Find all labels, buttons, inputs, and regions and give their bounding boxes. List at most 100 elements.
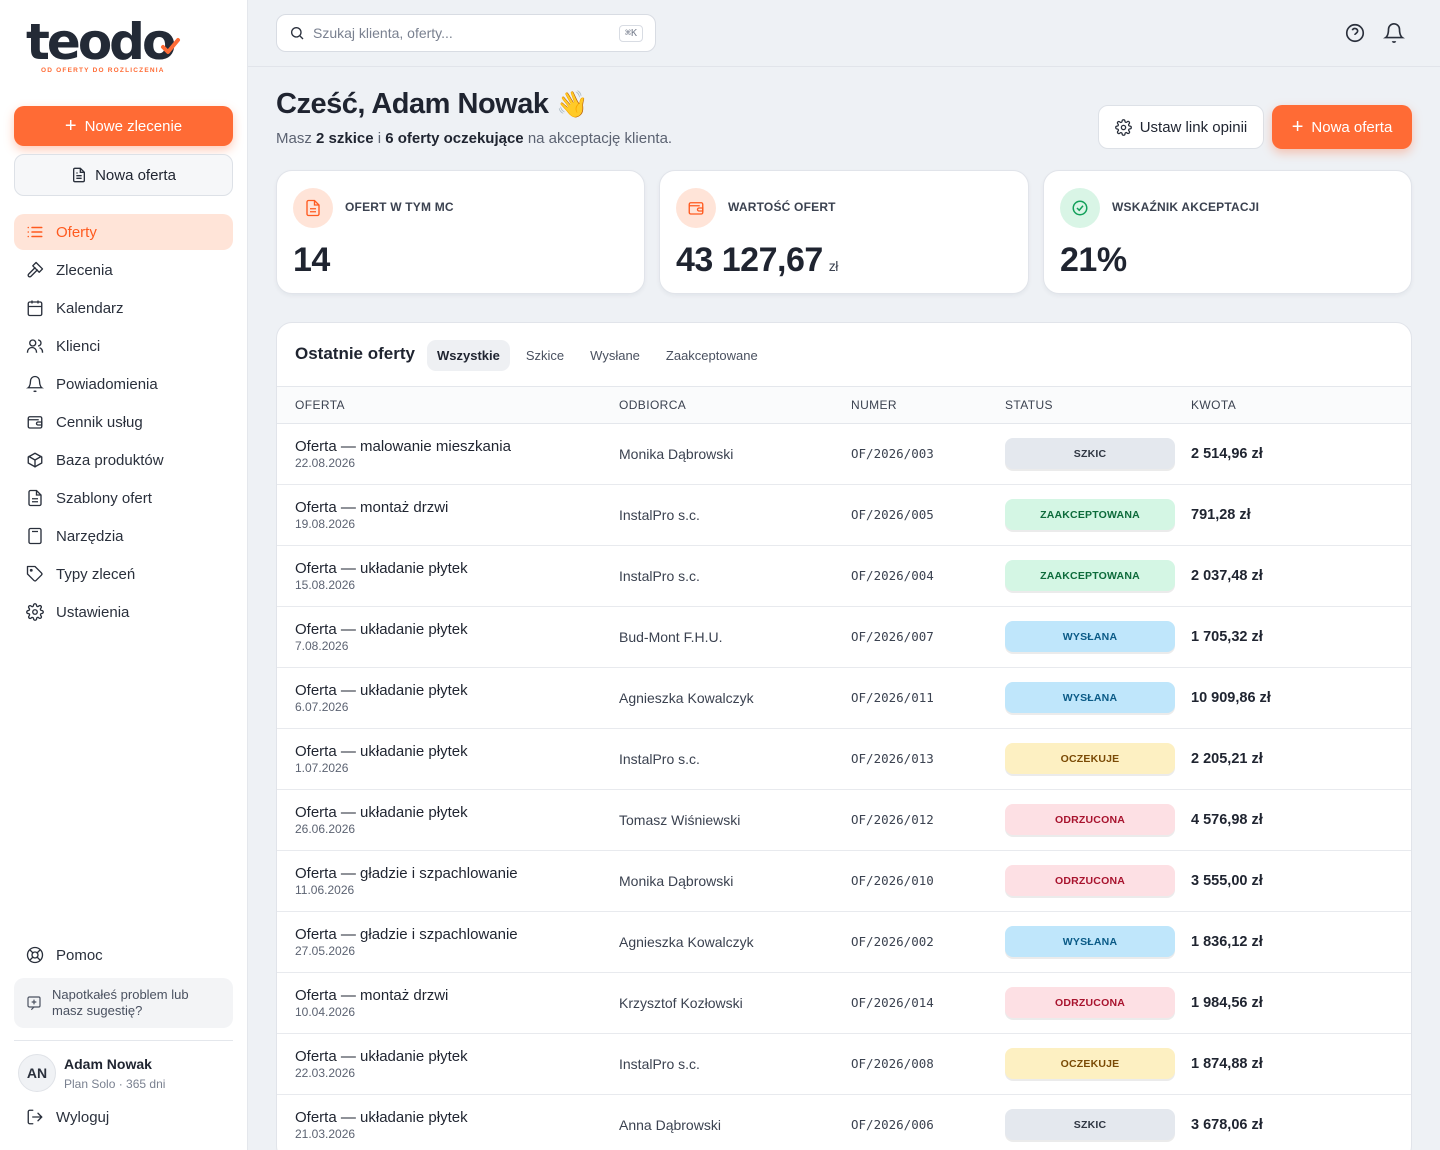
sidebar-nav: Oferty Zlecenia Kalendarz Klienci Powiad… (14, 214, 233, 632)
search-icon (291, 27, 304, 40)
sidebar-item-zlecenia[interactable]: Zlecenia (14, 252, 233, 288)
column-header-offer[interactable]: OFERTA (295, 398, 345, 412)
table-row[interactable]: Oferta — gładzie i szpachlowanie 11.06.20… (277, 851, 1411, 912)
feedback-button[interactable]: Napotkałeś problem lub masz sugestię? (14, 978, 233, 1028)
logo-tagline: OD OFERTY DO ROZLICZENIA (41, 67, 165, 74)
offer-title[interactable]: Oferta — gładzie i szpachlowanie (295, 865, 518, 882)
offer-amount: 2 514,96 zł (1191, 446, 1263, 462)
table-row[interactable]: Oferta — malowanie mieszkania 22.08.2026 M… (277, 424, 1411, 485)
offer-title[interactable]: Oferta — układanie płytek (295, 743, 468, 760)
bell-icon (26, 375, 44, 393)
offer-title[interactable]: Oferta — montaż drzwi (295, 499, 449, 516)
search-input[interactable] (313, 25, 611, 41)
page-title: Cześć, Adam Nowak 👋 (276, 88, 588, 121)
offer-title[interactable]: Oferta — układanie płytek (295, 804, 468, 821)
logout-link[interactable]: Wyloguj (26, 1108, 109, 1126)
offer-number: OF/2026/004 (851, 568, 934, 583)
sidebar-item-typy-zlecen[interactable]: Typy zleceń (14, 556, 233, 592)
table-row[interactable]: Oferta — układanie płytek 22.03.2026 Insta… (277, 1034, 1411, 1095)
new-offer-button[interactable]: + Nowa oferta (1272, 105, 1412, 149)
table-row[interactable]: Oferta — gładzie i szpachlowanie 27.05.20… (277, 912, 1411, 973)
offer-recipient: InstalPro s.c. (619, 1056, 700, 1072)
tab-accepted[interactable]: Zaakceptowane (665, 348, 758, 363)
status-badge: SZKIC (1005, 1109, 1175, 1140)
tab-all[interactable]: Wszystkie (427, 340, 510, 371)
offer-recipient: InstalPro s.c. (619, 507, 700, 523)
offer-amount: 1 984,56 zł (1191, 995, 1263, 1011)
table-row[interactable]: Oferta — układanie płytek 21.03.2026 Anna … (277, 1095, 1411, 1150)
table-row[interactable]: Oferta — układanie płytek 6.07.2026 Agnies… (277, 668, 1411, 729)
sidebar-item-label: Cennik usług (56, 413, 143, 431)
table-row[interactable]: Oferta — układanie płytek 1.07.2026 Instal… (277, 729, 1411, 790)
table-row[interactable]: Oferta — układanie płytek 26.06.2026 Tomas… (277, 790, 1411, 851)
calculator-icon (28, 527, 42, 545)
table-row[interactable]: Oferta — montaż drzwi 10.04.2026 Krzysztof… (277, 973, 1411, 1034)
user-plan: Plan Solo · 365 dni (64, 1077, 166, 1091)
offer-title[interactable]: Oferta — układanie płytek (295, 560, 468, 577)
document-icon (73, 167, 86, 183)
sidebar-item-cennik-uslug[interactable]: Cennik usług (14, 404, 233, 440)
tab-drafts[interactable]: Szkice (525, 348, 565, 363)
new-order-button[interactable]: + Nowe zlecenie (14, 106, 233, 146)
offer-amount: 2 037,48 zł (1191, 568, 1263, 584)
sidebar-item-ustawienia[interactable]: Ustawienia (14, 594, 233, 630)
sidebar-item-szablony-ofert[interactable]: Szablony ofert (14, 480, 233, 516)
tab-sent[interactable]: Wysłane (590, 348, 640, 363)
calendar-icon (27, 300, 43, 317)
subtitle-prefix: Masz (276, 130, 312, 147)
column-header-status[interactable]: STATUS (1005, 398, 1053, 412)
sidebar-item-klienci[interactable]: Klienci (14, 328, 233, 364)
stat-label: WARTOŚĆ OFERT (728, 200, 836, 214)
sidebar-item-baza-produktow[interactable]: Baza produktów (14, 442, 233, 478)
plus-icon: + (64, 115, 77, 137)
offer-title[interactable]: Oferta — układanie płytek (295, 682, 468, 699)
offer-title[interactable]: Oferta — malowanie mieszkania (295, 438, 511, 455)
new-offer-sidebar-button[interactable]: Nowa oferta (14, 154, 233, 196)
review-link-button[interactable]: Ustaw link opinii (1098, 105, 1264, 149)
sidebar-item-powiadomienia[interactable]: Powiadomienia (14, 366, 233, 402)
offer-recipient: InstalPro s.c. (619, 751, 700, 767)
column-header-recipient[interactable]: ODBIORCA (619, 398, 687, 412)
offer-number: OF/2026/012 (851, 812, 934, 827)
offer-recipient: Anna Dąbrowski (619, 1117, 721, 1133)
new-order-label: Nowe zlecenie (84, 117, 183, 135)
status-badge: OCZEKUJE (1005, 1048, 1175, 1079)
logo-check-icon (161, 38, 180, 54)
sidebar-item-label: Kalendarz (56, 299, 124, 317)
wave-emoji: 👋 (556, 89, 588, 119)
offer-title[interactable]: Oferta — montaż drzwi (295, 987, 449, 1004)
offer-title[interactable]: Oferta — układanie płytek (295, 1048, 468, 1065)
drafts-count: 2 szkice (316, 130, 374, 147)
sidebar-item-oferty[interactable]: Oferty (14, 214, 233, 250)
offer-date: 6.07.2026 (295, 700, 349, 714)
column-header-amount[interactable]: KWOTA (1191, 398, 1237, 412)
table-row[interactable]: Oferta — układanie płytek 7.08.2026 Bud-Mo… (277, 607, 1411, 668)
new-offer-label: Nowa oferta (1311, 118, 1393, 136)
help-link[interactable]: Pomoc (26, 946, 103, 964)
search-box[interactable]: ⌘K (276, 14, 656, 52)
sidebar-item-kalendarz[interactable]: Kalendarz (14, 290, 233, 326)
offer-title[interactable]: Oferta — układanie płytek (295, 621, 468, 638)
topbar: ⌘K (248, 0, 1440, 67)
offer-amount: 791,28 zł (1191, 507, 1251, 523)
offer-title[interactable]: Oferta — układanie płytek (295, 1109, 468, 1126)
offer-date: 15.08.2026 (295, 578, 356, 592)
offer-date: 22.08.2026 (295, 456, 356, 470)
column-header-number[interactable]: NUMER (851, 398, 897, 412)
feedback-label: Napotkałeś problem lub masz sugestię? (52, 987, 189, 1018)
offer-amount: 1 705,32 zł (1191, 629, 1263, 645)
sidebar-item-narzedzia[interactable]: Narzędzia (14, 518, 233, 554)
logo[interactable]: teodo OD OFERTY DO ROZLICZENIA (26, 14, 186, 80)
bell-icon[interactable] (1383, 22, 1405, 44)
offer-date: 1.07.2026 (295, 761, 349, 775)
table-row[interactable]: Oferta — układanie płytek 15.08.2026 Insta… (277, 546, 1411, 607)
help-circle-icon[interactable] (1344, 22, 1366, 44)
offer-number: OF/2026/010 (851, 873, 934, 888)
avatar[interactable]: AN (18, 1054, 56, 1092)
stat-value: 21% (1060, 241, 1127, 280)
logout-icon (27, 1109, 43, 1125)
offer-title[interactable]: Oferta — gładzie i szpachlowanie (295, 926, 518, 943)
recent-offers-card: Ostatnie oferty Wszystkie Szkice Wysłane… (276, 322, 1412, 1150)
stat-card-offers-value: WARTOŚĆ OFERT 43 127,67 zł (659, 170, 1029, 294)
table-row[interactable]: Oferta — montaż drzwi 19.08.2026 InstalPro… (277, 485, 1411, 546)
